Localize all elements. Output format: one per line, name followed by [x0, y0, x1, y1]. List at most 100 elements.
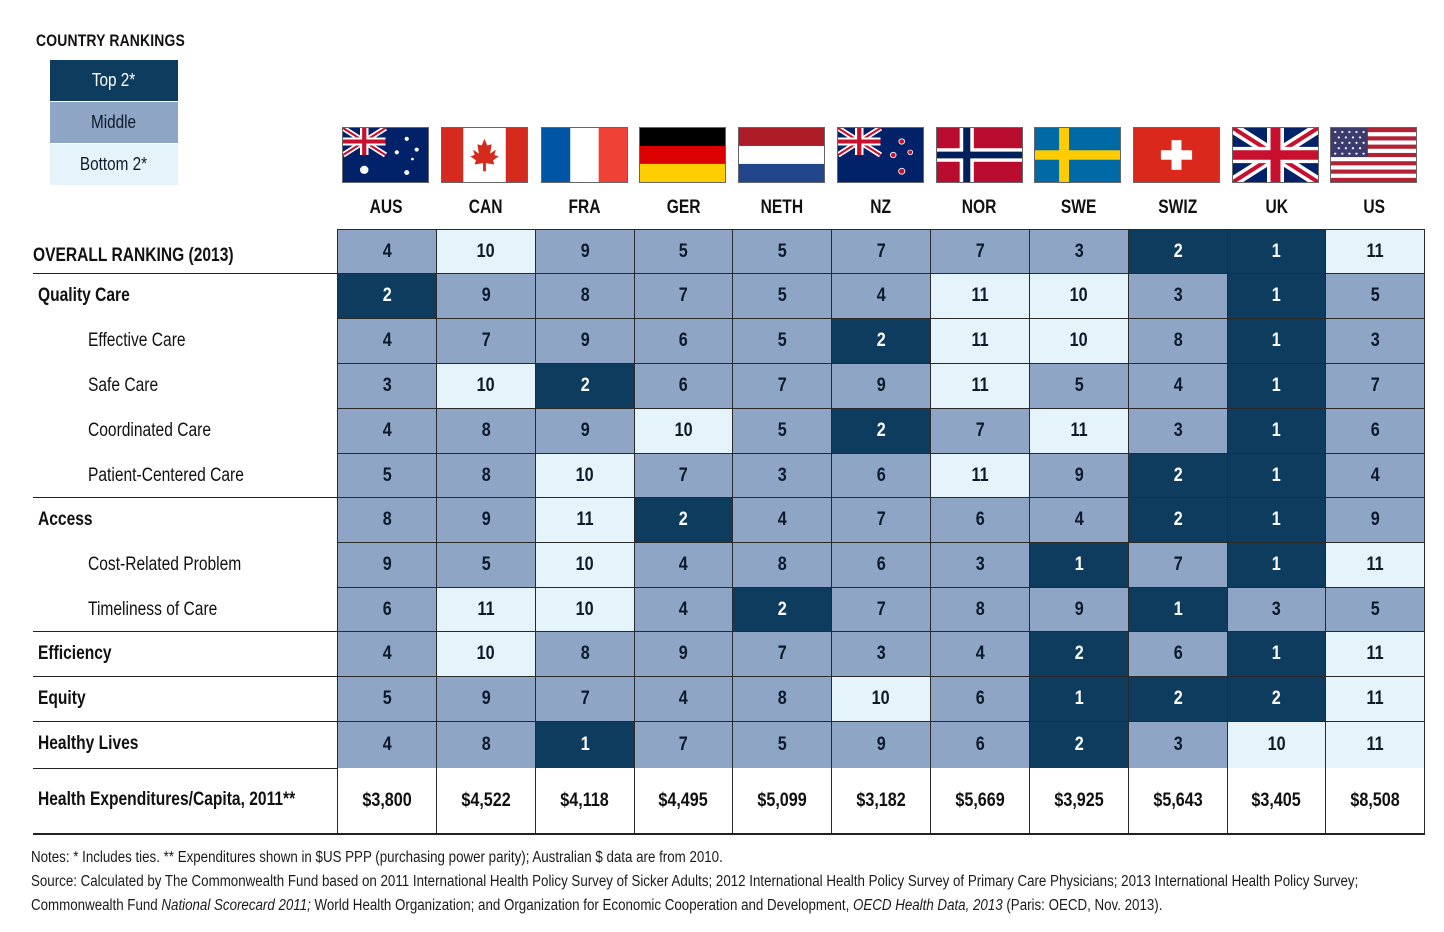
- rank-cell: 9: [436, 676, 536, 722]
- legend-top-label: Top 2*: [92, 70, 136, 90]
- rank-cell: 10: [831, 676, 931, 722]
- rank-cell: 11: [930, 318, 1030, 364]
- rank-cell: 11: [1325, 542, 1425, 588]
- divider: [33, 676, 338, 677]
- legend-top-2: Top 2*: [50, 60, 178, 101]
- sweden-flag-icon: [1034, 127, 1121, 183]
- switzerland-flag-icon: [1133, 127, 1220, 183]
- rank-cell: 11: [1325, 229, 1425, 274]
- column-header-uk: UK: [1265, 197, 1288, 218]
- divider: [33, 768, 338, 769]
- rank-cell: 8: [436, 453, 536, 498]
- rank-cell: 3: [930, 542, 1030, 588]
- rank-cell: 5: [732, 273, 832, 319]
- rank-cell: 2: [1128, 229, 1228, 274]
- rank-cell: 4: [634, 587, 733, 632]
- rank-cell: 10: [1227, 721, 1326, 769]
- rank-cell: 5: [1029, 363, 1129, 409]
- divider: [33, 273, 338, 274]
- rank-cell: 6: [337, 587, 437, 632]
- rank-cell: 5: [436, 542, 536, 588]
- rank-cell: 1: [1227, 273, 1326, 319]
- rank-cell: 4: [337, 318, 437, 364]
- rank-cell: 2: [1128, 676, 1228, 722]
- expenditure-cell: $3,405: [1227, 768, 1326, 833]
- rank-cell: 10: [436, 229, 536, 274]
- netherlands-flag-icon: [738, 127, 825, 183]
- notes: Notes: * Includes ties. ** Expenditures …: [31, 846, 1391, 918]
- rank-cell: 7: [930, 408, 1030, 454]
- row-label: Quality Care: [38, 285, 130, 306]
- rank-cell: 4: [732, 497, 832, 543]
- germany-flag-icon: [639, 127, 726, 183]
- rank-cell: 4: [1029, 497, 1129, 543]
- rank-cell: 4: [930, 631, 1030, 677]
- divider: [33, 631, 338, 632]
- rank-cell: 11: [930, 453, 1030, 498]
- row-label: Equity: [38, 688, 86, 709]
- uk-flag-icon: [1232, 127, 1319, 183]
- rank-cell: 5: [732, 408, 832, 454]
- rank-cell: 1: [1227, 229, 1326, 274]
- rank-cell: 1: [1227, 318, 1326, 364]
- rank-cell: 9: [831, 721, 931, 769]
- rank-cell: 7: [634, 273, 733, 319]
- column-header-swe: SWE: [1060, 197, 1097, 218]
- rank-cell: 1: [1227, 453, 1326, 498]
- expenditure-cell: $3,182: [831, 768, 931, 833]
- rank-cell: 11: [1029, 408, 1129, 454]
- legend-bottom-2: Bottom 2*: [50, 144, 178, 185]
- rank-cell: 9: [1325, 497, 1425, 543]
- rank-cell: 5: [1325, 273, 1425, 319]
- column-header-us: US: [1363, 197, 1386, 218]
- rank-cell: 4: [831, 273, 931, 319]
- rank-cell: 1: [1029, 676, 1129, 722]
- rank-cell: 1: [1227, 363, 1326, 409]
- rank-cell: 9: [535, 408, 635, 454]
- rank-cell: 5: [732, 721, 832, 769]
- rank-cell: 4: [1325, 453, 1425, 498]
- column-header-neth: NETH: [760, 197, 803, 218]
- rank-cell: 4: [337, 229, 437, 274]
- rank-cell: 2: [1128, 497, 1228, 543]
- rank-cell: 10: [436, 631, 536, 677]
- us-flag-icon: [1330, 127, 1417, 183]
- canada-flag-icon: [441, 127, 528, 183]
- rank-cell: 6: [634, 363, 733, 409]
- rank-cell: 9: [634, 631, 733, 677]
- rank-cell: 4: [634, 542, 733, 588]
- rank-cell: 6: [831, 453, 931, 498]
- rank-cell: 2: [732, 587, 832, 632]
- rank-cell: 7: [1325, 363, 1425, 409]
- rank-cell: 9: [436, 273, 536, 319]
- column-header-can: CAN: [468, 197, 503, 218]
- rank-cell: 2: [1029, 631, 1129, 677]
- rank-cell: 5: [634, 229, 733, 274]
- rank-cell: 1: [1227, 631, 1326, 677]
- rank-cell: 2: [1029, 721, 1129, 769]
- rank-cell: 9: [1029, 587, 1129, 632]
- expenditure-cell: $5,099: [732, 768, 832, 833]
- new-zealand-flag-icon: [837, 127, 924, 183]
- rank-cell: 7: [831, 587, 931, 632]
- rank-cell: 4: [337, 408, 437, 454]
- rank-cell: 10: [535, 453, 635, 498]
- rank-cell: 7: [732, 363, 832, 409]
- rank-cell: 2: [831, 408, 931, 454]
- column-header-nor: NOR: [962, 197, 997, 218]
- rank-cell: 4: [337, 721, 437, 769]
- rank-cell: 9: [535, 318, 635, 364]
- rank-cell: 7: [831, 229, 931, 274]
- rank-cell: 2: [1128, 453, 1228, 498]
- row-label: Efficiency: [38, 643, 112, 664]
- row-label: OVERALL RANKING (2013): [33, 245, 234, 266]
- row-label: Timeliness of Care: [88, 599, 218, 620]
- rank-cell: 6: [930, 497, 1030, 543]
- rank-cell: 8: [930, 587, 1030, 632]
- rank-cell: 8: [436, 721, 536, 769]
- rank-cell: 7: [535, 676, 635, 722]
- rank-cell: 3: [732, 453, 832, 498]
- rank-cell: 10: [535, 542, 635, 588]
- expenditure-cell: $5,643: [1128, 768, 1228, 833]
- rank-cell: 8: [1128, 318, 1228, 364]
